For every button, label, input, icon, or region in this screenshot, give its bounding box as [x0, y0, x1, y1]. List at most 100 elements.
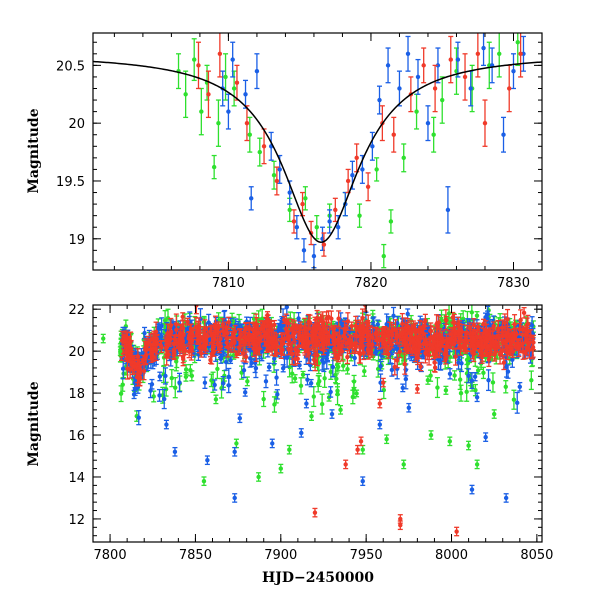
bottom-data-point — [324, 334, 330, 350]
bottom-outlier-point — [447, 436, 453, 447]
bottom-x-tick-label: 8050 — [520, 548, 553, 563]
bottom-data-point — [123, 343, 129, 360]
bottom-data-point — [306, 335, 312, 351]
bottom-data-point — [351, 374, 357, 389]
top-data-point — [391, 116, 397, 153]
bottom-data-point — [500, 333, 506, 351]
bottom-data-point — [523, 327, 529, 342]
top-data-point — [377, 85, 383, 115]
bottom-data-point — [318, 313, 324, 324]
bottom-outlier-point — [309, 411, 315, 422]
top-data-point — [506, 64, 512, 113]
bottom-data-point — [297, 360, 303, 370]
top-data-point — [396, 70, 402, 107]
top-data-point — [501, 116, 507, 153]
bottom-outlier-point — [117, 346, 123, 356]
bottom-outlier-point — [469, 484, 475, 495]
bottom-data-point — [118, 385, 124, 403]
bottom-data-point — [379, 332, 385, 349]
bottom-outlier-point — [329, 409, 335, 419]
bottom-outlier-point — [474, 392, 480, 403]
bottom-data-point — [151, 390, 157, 403]
bottom-data-point — [283, 313, 289, 331]
bottom-data-point — [344, 349, 350, 365]
bottom-data-point — [528, 370, 534, 391]
bottom-data-point — [339, 339, 345, 353]
top-x-tick-label: 7820 — [354, 276, 387, 291]
bottom-data-point — [311, 328, 317, 343]
bottom-data-point — [360, 308, 366, 328]
bottom-data-point — [215, 335, 221, 352]
bottom-data-point — [505, 364, 511, 379]
top-data-point — [435, 47, 441, 84]
bottom-outlier-point — [233, 438, 239, 449]
bottom-data-point — [157, 388, 163, 402]
top-data-point — [431, 116, 437, 153]
bottom-data-point — [226, 377, 232, 394]
bottom-data-point — [475, 366, 481, 375]
bottom-data-point — [159, 317, 165, 335]
bottom-data-point — [149, 378, 155, 390]
top-data-point — [510, 53, 516, 90]
bottom-data-point — [212, 379, 218, 391]
bottom-data-point — [458, 384, 464, 402]
bottom-y-tick-label: 12 — [68, 513, 85, 528]
bottom-data-point — [286, 334, 292, 346]
bottom-data-point — [511, 389, 517, 410]
bottom-data-point — [514, 391, 520, 414]
bottom-outlier-point — [380, 377, 386, 388]
top-data-point — [223, 53, 229, 101]
bottom-data-point — [274, 369, 280, 386]
top-data-point — [300, 191, 306, 217]
bottom-panel: 7800 7850 7900 7950 8000 8050 12 14 16 18 20 22 Mag… — [26, 303, 553, 586]
bottom-data-point — [158, 340, 164, 350]
top-data-point — [247, 116, 253, 153]
bottom-outlier-point — [204, 455, 210, 466]
top-data-point — [332, 197, 338, 223]
bottom-outlier-point — [303, 398, 309, 409]
bottom-outlier-point — [343, 459, 349, 470]
bottom-data-point — [333, 373, 339, 385]
bottom-data-point — [519, 334, 525, 354]
bottom-data-point — [447, 368, 453, 380]
bottom-data-point — [284, 305, 290, 317]
bottom-outlier-point — [503, 493, 509, 503]
bottom-data-point — [400, 383, 406, 393]
bottom-outlier-point — [298, 428, 304, 438]
bottom-data-point — [328, 386, 334, 398]
top-data-point — [274, 166, 280, 196]
top-data-point — [230, 41, 236, 78]
bottom-data-point — [136, 409, 142, 426]
bottom-outlier-point — [237, 413, 243, 424]
bottom-outlier-point — [312, 507, 318, 518]
bottom-outlier-point — [384, 434, 390, 445]
bottom-data-point — [452, 325, 458, 342]
bottom-data-point — [292, 374, 298, 383]
bottom-outlier-point — [269, 438, 275, 449]
top-panel: 7810 7820 7830 19 19.5 20 20.5 Magnitude — [26, 32, 543, 291]
bottom-data-point — [518, 309, 524, 331]
bottom-data-point — [335, 383, 341, 406]
bottom-outlier-point — [517, 381, 523, 392]
bottom-data-point — [486, 369, 492, 392]
bottom-data-point — [212, 315, 218, 336]
bottom-outlier-point — [338, 405, 344, 415]
bottom-data-point — [365, 325, 371, 345]
bottom-data-point — [350, 389, 356, 405]
bottom-outlier-point — [401, 459, 407, 470]
bottom-data-point — [463, 331, 469, 349]
bottom-data-point — [435, 340, 441, 359]
bottom-outlier-point — [377, 419, 383, 430]
bottom-outlier-point — [377, 398, 383, 409]
top-data-point — [421, 47, 427, 84]
bottom-outlier-point — [213, 394, 219, 405]
bottom-data-point — [434, 377, 440, 399]
bottom-data-point — [281, 333, 287, 345]
bottom-data-point — [501, 355, 507, 371]
bottom-data-point — [179, 342, 185, 352]
bottom-outlier-point — [232, 446, 238, 457]
bottom-outlier-point — [163, 419, 169, 430]
bottom-data-point — [169, 368, 175, 388]
bottom-data-point — [422, 313, 428, 328]
